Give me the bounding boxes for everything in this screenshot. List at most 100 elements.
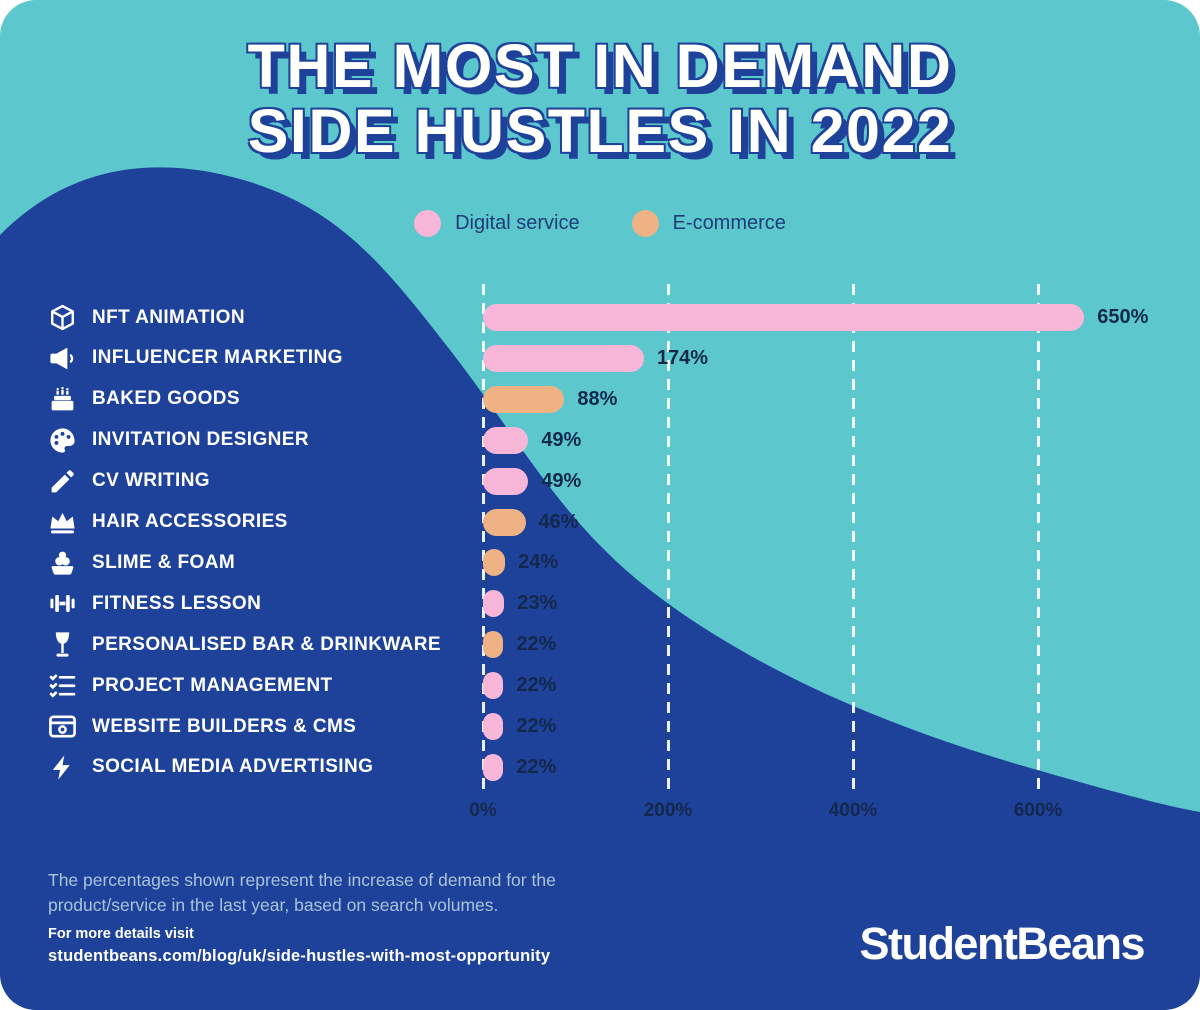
row-label-group: BAKED GOODS [0,385,483,414]
megaphone-icon [48,344,77,373]
row-label-group: WEBSITE BUILDERS & CMS [0,712,483,741]
bar-digital [483,713,504,740]
row-label: SLIME & FOAM [92,551,236,573]
legend-item-ecommerce: E-commerce [631,210,786,237]
x-axis-tick-label: 0% [469,800,497,821]
legend-item-digital-service: Digital service [414,210,580,237]
legend-label-digital: Digital service [455,212,580,234]
bar-value-label: 22% [516,755,557,778]
checklist-icon [48,671,77,700]
chart-row: HAIR ACCESSORIES 46% [0,502,579,543]
x-axis-tick-label: 600% [1013,800,1063,821]
row-label-group: NFT ANIMATION [0,303,483,332]
details-label: For more details visit [48,926,194,942]
chart-row: WEBSITE BUILDERS & CMS 22% [0,706,556,747]
lightning-icon [48,753,77,782]
gridline-600 [1036,284,1040,790]
bar-value-label: 49% [541,469,582,492]
row-label-group: SOCIAL MEDIA ADVERTISING [0,753,483,782]
row-label: INVITATION DESIGNER [92,429,309,451]
bar-value-label: 49% [541,428,582,451]
row-label-group: SLIME & FOAM [0,548,483,577]
details-block: For more details visit studentbeans.com/… [48,926,550,966]
bar-digital [483,753,504,781]
bar-value-label: 46% [538,510,579,533]
bar-value-label: 23% [517,592,558,615]
wave-shape [0,167,1200,1010]
bar-ecommerce [483,385,565,413]
bar-digital [483,467,529,495]
chart-row: BAKED GOODS 88% [0,379,617,420]
x-axis-tick-label: 200% [643,800,693,821]
bar-value-label: 174% [656,346,709,369]
bar-value-label: 22% [516,674,557,697]
bar-digital [483,590,505,618]
row-label: INFLUENCER MARKETING [92,347,343,369]
bar-value-label: 88% [577,387,618,410]
row-label: WEBSITE BUILDERS & CMS [92,715,357,737]
row-label: NFT ANIMATION [92,306,245,328]
palette-icon [48,426,77,455]
pencil-icon [48,467,77,496]
gridline-0 [481,284,485,790]
row-label-group: INFLUENCER MARKETING [0,344,483,373]
chart-row: SLIME & FOAM 24% [0,542,558,583]
chart-row: INVITATION DESIGNER 49% [0,420,581,461]
legend-dot-digital [414,210,442,237]
gridline-200 [666,284,670,790]
row-label: PROJECT MANAGEMENT [92,674,333,696]
row-label-group: HAIR ACCESSORIES [0,508,483,537]
legend-label-ecommerce: E-commerce [672,212,786,234]
title-line-2: SIDE HUSTLES IN 2022 [247,97,953,166]
row-label: HAIR ACCESSORIES [92,511,288,532]
title-line-1: THE MOST IN DEMAND [247,32,953,100]
legend-dot-ecommerce [631,210,659,237]
chart-row: FITNESS LESSON 23% [0,583,557,624]
bar-digital [483,344,644,372]
footnote-line-2: product/service in the last year, based … [48,895,499,915]
bar-value-label: 650% [1097,306,1149,328]
wine-glass-icon [48,630,77,659]
bar-digital [483,304,1085,331]
cake-icon [48,385,77,414]
details-url: studentbeans.com/blog/uk/side-hustles-wi… [48,947,551,965]
footnote: The percentages shown represent the incr… [48,868,556,918]
bar-ecommerce [483,508,526,536]
bar-value-label: 22% [516,633,557,656]
row-label-group: CV WRITING [0,467,483,496]
chart-row: SOCIAL MEDIA ADVERTISING 22% [0,747,556,788]
gridline-400 [851,284,855,790]
bar-digital [483,426,529,454]
footnote-line-1: The percentages shown represent the incr… [48,870,556,890]
bar-ecommerce [483,549,506,577]
slime-icon [48,548,77,577]
chart-row: PERSONALISED BAR & DRINKWARE 22% [0,624,556,665]
row-label: CV WRITING [92,470,210,492]
row-label: FITNESS LESSON [92,592,262,614]
bar-value-label: 24% [518,551,559,574]
bar-ecommerce [483,631,504,659]
chart-legend: Digital service E-commerce [0,210,1200,237]
row-label-group: PROJECT MANAGEMENT [0,671,483,700]
row-label: BAKED GOODS [92,388,240,410]
chart-row: INFLUENCER MARKETING 174% [0,338,708,379]
bar-value-label: 22% [516,715,557,737]
dumbbell-icon [48,589,77,618]
crown-icon [48,508,77,537]
cube-icon [48,303,77,332]
row-label-group: INVITATION DESIGNER [0,426,483,455]
chart-row: NFT ANIMATION 650% [0,297,1148,338]
row-label-group: FITNESS LESSON [0,589,483,618]
bar-digital [483,672,504,700]
row-label: PERSONALISED BAR & DRINKWARE [92,633,441,655]
row-label-group: PERSONALISED BAR & DRINKWARE [0,630,483,659]
browser-icon [48,712,77,741]
chart-row: CV WRITING 49% [0,461,581,502]
x-axis-tick-label: 400% [828,800,878,821]
page-title: THE MOST IN DEMAND SIDE HUSTLES IN 2022 [0,32,1200,166]
row-label: SOCIAL MEDIA ADVERTISING [92,756,374,778]
chart-row: PROJECT MANAGEMENT 22% [0,665,556,706]
studentbeans-logo: StudentBeans [859,918,1145,969]
